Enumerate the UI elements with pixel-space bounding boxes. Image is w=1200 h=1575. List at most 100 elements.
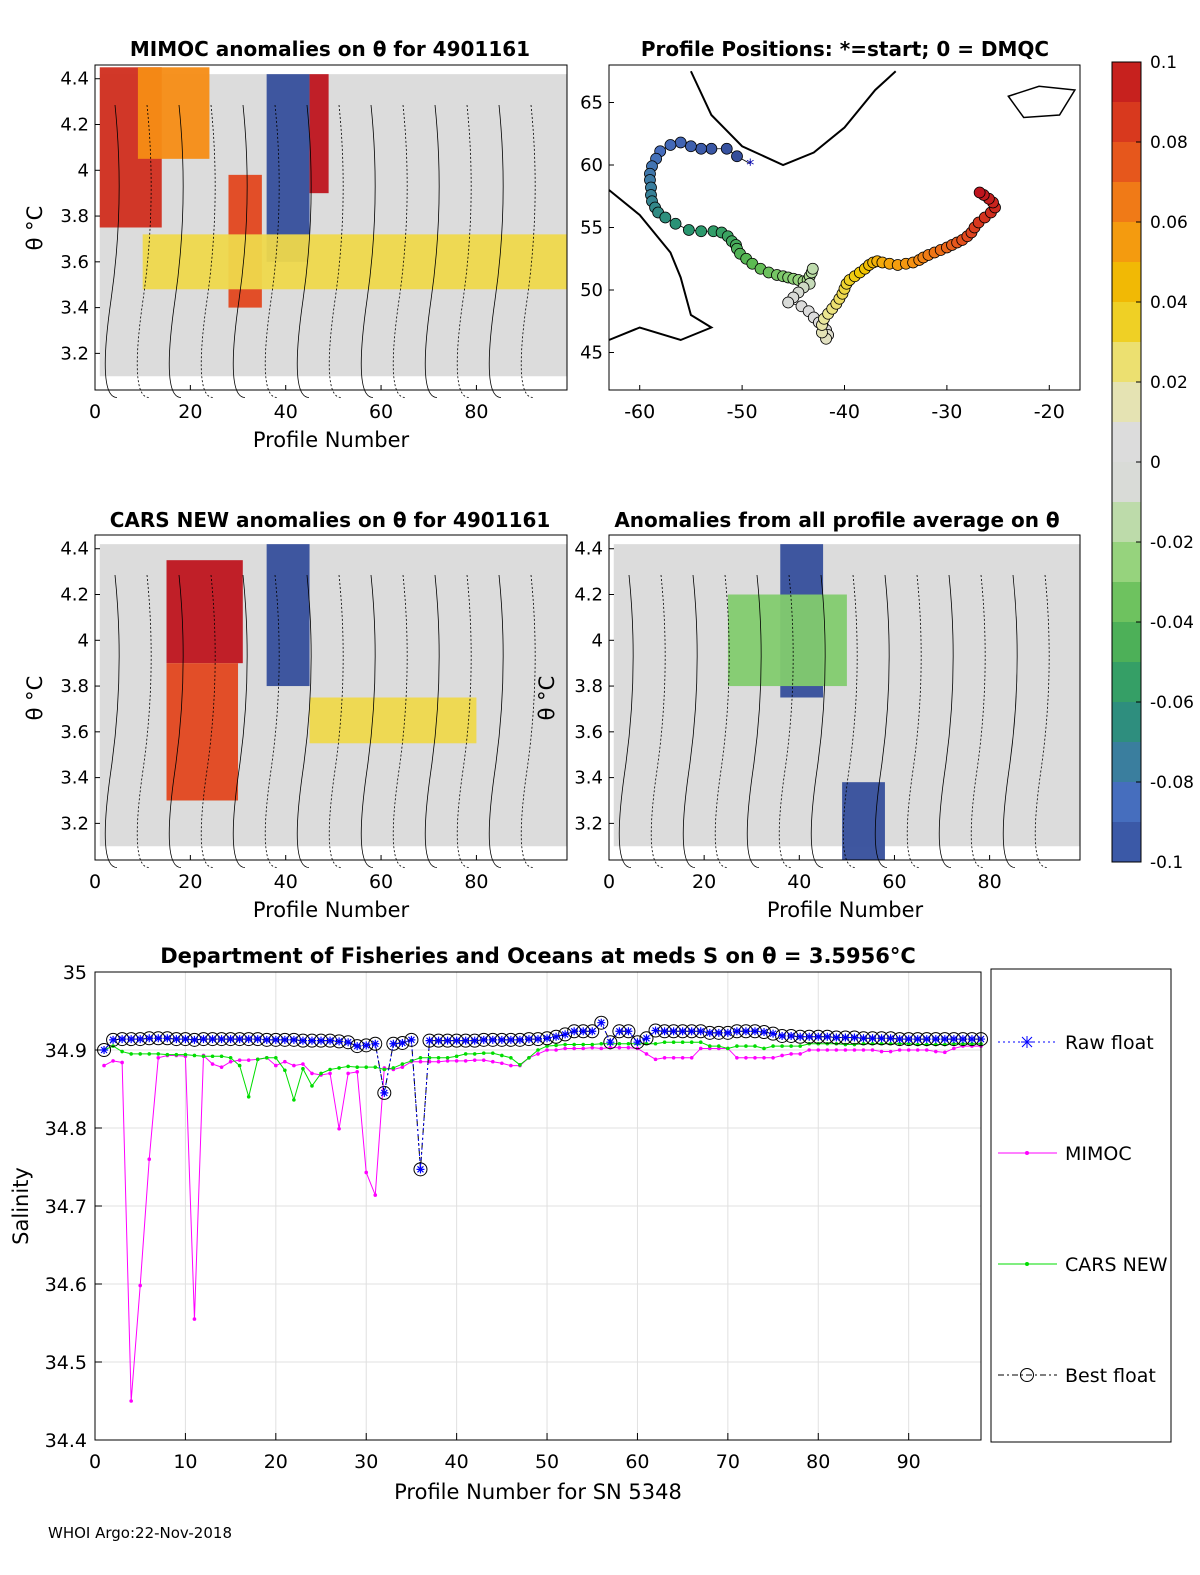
series-point: [264, 1056, 269, 1060]
y-tick-label: 4: [78, 630, 89, 651]
x-tick-label: -40: [829, 401, 860, 423]
raw-float-point: [524, 1035, 533, 1044]
series-point: [147, 1157, 152, 1161]
x-tick-label: 80: [806, 1451, 830, 1473]
series-point: [364, 1065, 369, 1069]
y-axis-label: θ °C: [23, 206, 47, 251]
series-point: [292, 1098, 296, 1102]
raw-float-point: [380, 1088, 389, 1097]
x-tick-label: 40: [445, 1451, 469, 1473]
raw-float-point: [868, 1034, 877, 1043]
raw-float-point: [886, 1034, 895, 1043]
x-tick-label: 0: [89, 1451, 101, 1473]
y-tick-label: 4.2: [60, 585, 89, 606]
series-point: [626, 1041, 631, 1046]
y-tick-label: 4: [78, 160, 89, 181]
series-point: [870, 1048, 875, 1052]
y-tick-label: 35: [63, 962, 87, 984]
colorbar: 0.1 0.08 0.06 0.04 0.02 0 -0.02 -0.04 -0.06 -0.08…: [1111, 53, 1194, 873]
y-tick-label: 34.4: [45, 1430, 87, 1452]
contour-line: [1002, 574, 1018, 868]
y-tick-label: 34.5: [45, 1352, 87, 1374]
best-float-point: [359, 1038, 374, 1053]
series-point: [418, 1056, 423, 1060]
y-axis-label: θ °C: [23, 676, 47, 721]
y-tick-label: 4.4: [60, 539, 89, 560]
contour-line: [1034, 574, 1050, 868]
series-point: [400, 1062, 405, 1066]
legend-marker: [1020, 1368, 1034, 1382]
anomaly-feature: [137, 67, 210, 159]
y-tick-label: 3.4: [60, 768, 89, 789]
series-point: [237, 1058, 242, 1062]
chart-title: MIMOC anomalies on θ for 4901161: [130, 37, 530, 61]
series-point: [590, 1042, 595, 1047]
profile-marker: [669, 217, 682, 230]
series-point: [301, 1062, 305, 1066]
best-float-point: [594, 1015, 609, 1030]
series-point: [129, 1399, 133, 1403]
legend-label: MIMOC: [1065, 1143, 1132, 1165]
series-point: [671, 1056, 676, 1060]
y-tick-label: 4.2: [60, 115, 89, 136]
contour-line: [424, 574, 440, 868]
contour-line: [392, 574, 408, 868]
profile-marker: [720, 142, 733, 155]
series-point: [463, 1052, 468, 1056]
series-point: [843, 1042, 848, 1047]
colorbar-tick-label: -0.1: [1150, 853, 1183, 873]
anomaly-feature: [309, 697, 477, 744]
series-point: [735, 1056, 739, 1060]
raw-float-point: [253, 1035, 262, 1044]
axes-box: [608, 534, 1081, 861]
x-tick-label: 80: [464, 401, 488, 423]
contour-line: [232, 104, 248, 398]
best-float-point: [187, 1032, 202, 1047]
series-point: [581, 1042, 586, 1047]
series-point: [762, 1056, 766, 1060]
series-point: [328, 1071, 332, 1076]
series-point: [346, 1064, 350, 1069]
series-point: [228, 1059, 233, 1064]
y-axis-label: Salinity: [9, 1167, 33, 1245]
series-point: [852, 1048, 857, 1052]
contour-line: [104, 574, 120, 868]
series-point: [427, 1059, 432, 1064]
series-point: [183, 1052, 188, 1057]
salinity-chart: 0 10 20 30 40 50 60 70 80 90 34.4 34.5 34.6 34.7 34.8 3…: [9, 944, 988, 1504]
series-point: [762, 1046, 766, 1051]
series-point: [753, 1056, 757, 1060]
raw-float-point: [208, 1035, 217, 1044]
y-tick-label: 3.8: [574, 676, 603, 697]
legend-label: Best float: [1065, 1365, 1156, 1387]
colorbar-band: [1112, 622, 1141, 663]
series-point: [454, 1059, 459, 1063]
anomaly-feature: [166, 663, 239, 801]
profile-marker: [695, 142, 708, 155]
contour-line: [360, 104, 376, 398]
colorbar-band: [1112, 662, 1141, 703]
axes-box: [94, 534, 568, 861]
colorbar-tick-label: -0.08: [1150, 773, 1194, 793]
x-tick-label: -50: [727, 401, 758, 423]
raw-float-point: [606, 1038, 615, 1047]
profile-marker: [674, 136, 687, 149]
series-point: [391, 1066, 396, 1070]
series-point: [689, 1040, 694, 1044]
profile-marker: [973, 186, 986, 199]
x-tick-label: 30: [354, 1451, 378, 1473]
raw-float-point: [732, 1027, 741, 1036]
series-point: [274, 1063, 278, 1068]
contour-line: [778, 574, 794, 868]
colorbar-band: [1112, 142, 1141, 183]
series-point: [698, 1046, 703, 1051]
contour-line: [520, 574, 536, 868]
labrador-coast: [608, 189, 714, 342]
series-point: [490, 1059, 495, 1064]
contour-line: [200, 104, 216, 398]
series-point: [617, 1045, 622, 1050]
series-point: [400, 1065, 405, 1069]
series-point: [156, 1052, 161, 1056]
best-float-point: [350, 1039, 365, 1054]
x-tick-label: -60: [624, 401, 655, 423]
